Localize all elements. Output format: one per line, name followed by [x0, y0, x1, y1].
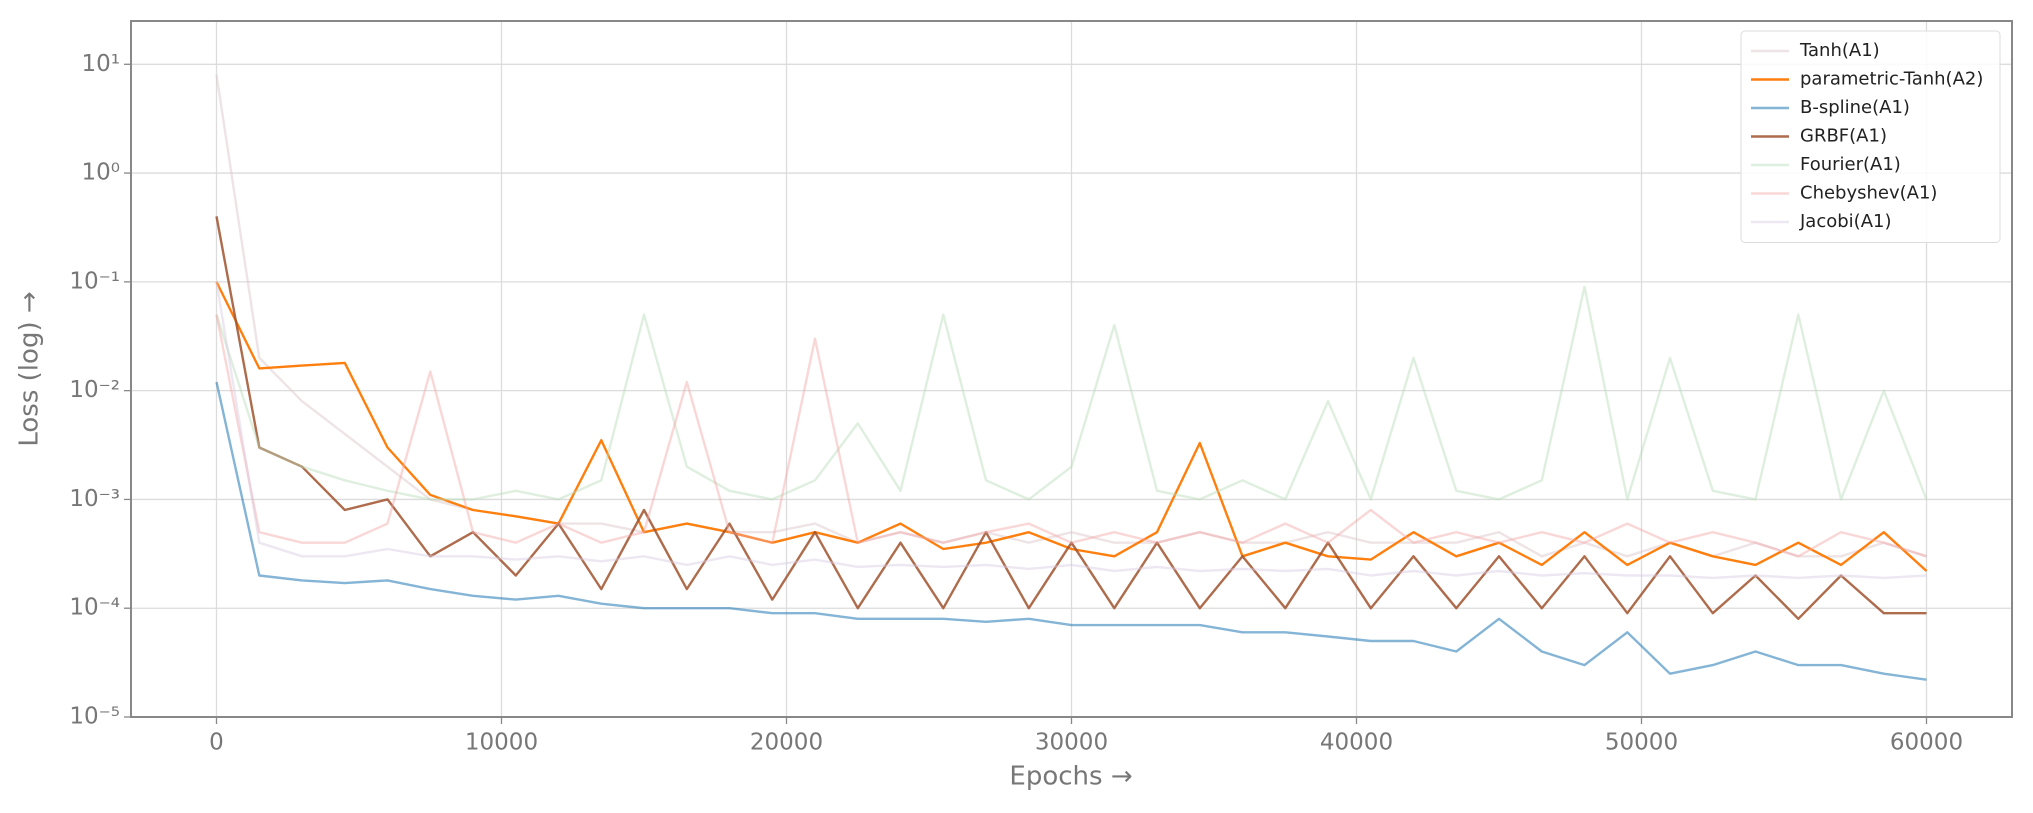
- legend-label: Jacobi(A1): [1799, 211, 1892, 232]
- series-line: [215, 314, 1927, 558]
- legend: Tanh(A1) parametric-Tanh(A2) B-spline(A1) G…: [1740, 30, 2001, 243]
- x-axis-label: Epochs →: [1009, 762, 1132, 792]
- plot-frame: [130, 20, 2013, 718]
- series-line: [215, 381, 1927, 681]
- legend-label: B-spline(A1): [1800, 97, 1910, 118]
- series-line: [215, 216, 1927, 620]
- series-line: [215, 281, 1927, 580]
- x-tick-label: 10000: [465, 730, 538, 756]
- x-tick-label: 40000: [1320, 730, 1393, 756]
- y-tick-label: 10⁻³: [69, 486, 120, 512]
- legend-label: GRBF(A1): [1800, 126, 1887, 147]
- legend-label: Fourier(A1): [1800, 154, 1901, 175]
- legend-label: Tanh(A1): [1799, 40, 1880, 61]
- x-tick-label: 60000: [1890, 730, 1963, 756]
- x-tick-label: 50000: [1605, 730, 1678, 756]
- series-line: [215, 285, 1928, 501]
- y-axis-label: Loss (log) →: [15, 291, 45, 446]
- series-line: [215, 281, 1928, 572]
- y-tick-label: 10⁰: [82, 160, 121, 186]
- x-tick-label: 20000: [750, 730, 823, 756]
- legend-box: [1740, 30, 2001, 243]
- legend-label: parametric-Tanh(A2): [1800, 69, 1983, 90]
- y-tick-label: 10¹: [82, 51, 121, 77]
- x-tick-label: 0: [209, 730, 224, 756]
- y-tick-label: 10⁻⁴: [69, 595, 120, 621]
- y-tick-label: 10⁻²: [69, 377, 120, 403]
- y-tick-label: 10⁻¹: [69, 268, 120, 294]
- x-tick-label: 30000: [1035, 730, 1108, 756]
- y-tick-label: 10⁻⁵: [69, 704, 120, 730]
- legend-label: Chebyshev(A1): [1800, 183, 1937, 204]
